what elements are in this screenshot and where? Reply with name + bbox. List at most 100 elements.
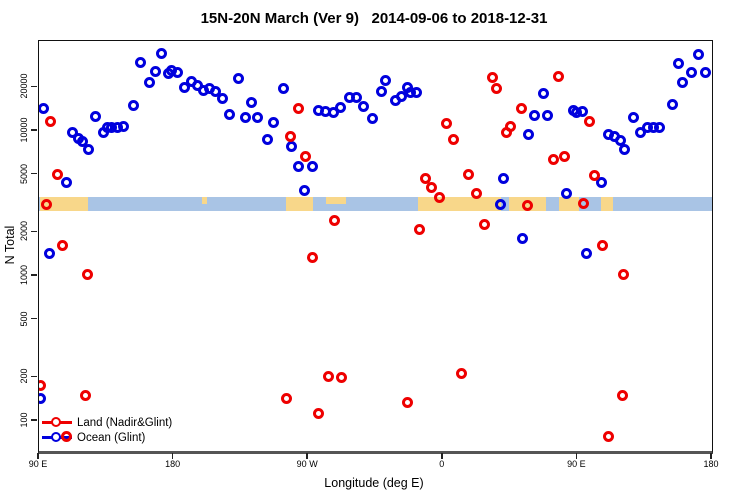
data-point-land	[583, 115, 595, 127]
data-point-land	[490, 83, 502, 95]
data-point-ocean	[307, 160, 319, 172]
y-axis-tick-label: 500	[19, 311, 29, 327]
data-point-ocean	[560, 188, 572, 200]
data-point-ocean	[335, 101, 347, 113]
map-band-land-segment	[202, 197, 208, 205]
y-axis-tick	[31, 274, 37, 276]
data-point-land	[306, 251, 318, 263]
legend-item-ocean: Ocean (Glint)	[42, 430, 172, 445]
x-axis-tick	[710, 453, 712, 459]
legend: Land (Nadir&Glint) Ocean (Glint)	[42, 415, 172, 445]
data-point-ocean	[596, 177, 608, 189]
data-point-land	[312, 408, 324, 420]
data-point-land	[522, 200, 534, 212]
data-point-ocean	[268, 116, 280, 128]
data-point-ocean	[135, 56, 147, 68]
data-point-land	[322, 370, 334, 382]
data-point-land	[425, 182, 437, 194]
data-point-ocean	[171, 66, 183, 78]
x-axis-tick-label: 90 E	[567, 459, 586, 469]
data-point-ocean	[495, 199, 507, 211]
data-point-ocean	[693, 48, 705, 60]
data-point-ocean	[627, 112, 639, 124]
data-point-land	[447, 134, 459, 146]
chart-title: 15N-20N March (Ver 9) 2014-09-06 to 2018…	[200, 10, 548, 27]
data-point-land	[401, 396, 413, 408]
x-axis-tick-label: 0	[439, 459, 445, 469]
x-axis-tick	[441, 453, 443, 459]
legend-marker-ocean	[51, 431, 61, 442]
x-axis-tick-label: 90 W	[296, 459, 318, 469]
legend-item-land: Land (Nadir&Glint)	[42, 415, 172, 430]
data-point-land	[618, 269, 630, 281]
legend-line-ocean	[42, 431, 72, 442]
data-point-land	[299, 150, 311, 162]
data-point-ocean	[410, 86, 422, 98]
data-point-ocean	[246, 96, 258, 108]
data-point-ocean	[143, 76, 155, 88]
y-axis-tick	[31, 172, 37, 175]
data-point-land	[470, 188, 482, 200]
data-point-ocean	[699, 66, 711, 78]
data-point-land	[515, 103, 527, 115]
data-point-land	[547, 153, 559, 165]
map-band-land-segment	[40, 197, 89, 212]
data-point-ocean	[298, 184, 310, 196]
data-point-ocean	[366, 113, 378, 125]
data-point-ocean	[395, 90, 407, 102]
data-point-ocean	[542, 110, 554, 122]
data-point-ocean	[672, 58, 684, 70]
x-axis-tick	[306, 453, 308, 459]
data-point-ocean	[83, 144, 95, 156]
data-point-ocean	[251, 112, 263, 124]
data-point-ocean	[216, 92, 228, 104]
x-axis-tick-label: 180	[165, 459, 181, 469]
y-axis-tick	[31, 317, 37, 320]
data-point-ocean	[61, 177, 73, 189]
data-point-land	[52, 169, 64, 181]
data-point-land	[45, 115, 57, 127]
data-point-land	[440, 118, 452, 130]
data-point-ocean	[358, 100, 370, 112]
data-point-ocean	[327, 107, 339, 119]
data-point-ocean	[576, 106, 588, 118]
data-point-ocean	[179, 81, 191, 93]
data-point-land	[486, 72, 498, 84]
data-point-ocean	[523, 128, 535, 140]
map-band-land-segment	[601, 197, 613, 212]
legend-label-ocean: Ocean (Glint)	[77, 431, 146, 444]
data-point-land	[455, 368, 467, 380]
legend-line-land	[42, 416, 72, 427]
y-axis-tick-label: 10000	[19, 117, 29, 143]
data-point-ocean	[498, 173, 510, 185]
data-point-land	[616, 389, 628, 401]
y-axis-tick-label: 2000	[19, 221, 29, 242]
data-point-land	[329, 214, 341, 226]
data-point-land	[578, 197, 590, 209]
data-point-ocean	[39, 392, 46, 404]
legend-label-land: Land (Nadir&Glint)	[77, 416, 173, 429]
data-point-land	[292, 103, 304, 115]
y-axis-tick	[31, 85, 37, 88]
data-point-ocean	[380, 74, 392, 86]
data-point-ocean	[292, 160, 304, 172]
y-axis-label: N Total	[3, 225, 17, 265]
data-point-land	[39, 379, 46, 391]
data-point-ocean	[517, 233, 529, 245]
data-point-ocean	[232, 72, 244, 84]
data-point-land	[413, 223, 425, 235]
y-axis-tick-label: 100	[19, 412, 29, 428]
data-point-ocean	[150, 65, 162, 77]
data-point-ocean	[285, 141, 297, 153]
map-band-land-segment	[417, 197, 502, 212]
data-point-ocean	[677, 76, 689, 88]
data-point-ocean	[209, 85, 221, 97]
data-point-land	[81, 269, 93, 281]
data-point-ocean	[117, 120, 129, 132]
data-point-land	[505, 120, 517, 132]
data-point-land	[336, 371, 348, 383]
x-axis-tick-label: 180	[703, 459, 719, 469]
map-band-land-segment	[559, 197, 579, 212]
data-point-ocean	[619, 143, 631, 155]
